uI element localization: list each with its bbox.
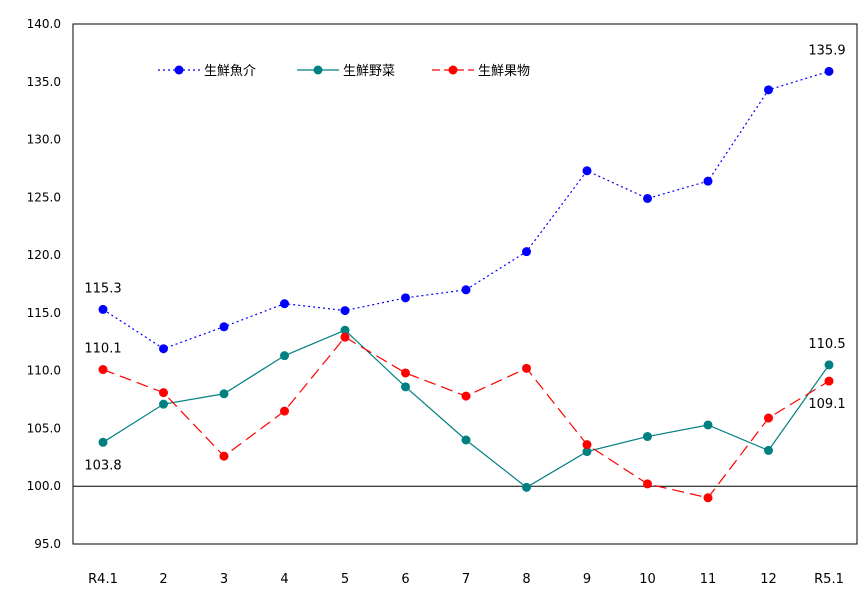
y-tick-label: 120.0: [27, 248, 61, 262]
data-point: [703, 420, 713, 430]
data-point: [159, 344, 168, 354]
series-1: [98, 66, 834, 354]
legend-label: 生鮮魚介: [204, 64, 256, 79]
data-label: 110.5: [808, 337, 845, 352]
y-tick-label: 125.0: [27, 190, 61, 204]
axes: 95.0 100.0 105.0 110.0 115.0 120.0 125.0 130.0 1…: [27, 17, 857, 587]
data-labels: 115.3 135.9 110.1 103.8 110.5 109.1: [84, 43, 845, 473]
data-point: [219, 451, 229, 461]
data-point: [764, 445, 773, 455]
x-tick-label: 5: [341, 572, 349, 587]
data-label: 110.1: [84, 342, 121, 357]
legend-marker: [174, 65, 184, 75]
data-point: [219, 322, 229, 332]
data-point: [401, 368, 410, 378]
x-tick-label: 2: [159, 572, 167, 587]
y-tick-label: 105.0: [27, 421, 61, 435]
y-tick-label: 130.0: [27, 133, 61, 147]
data-point: [461, 435, 471, 445]
y-tick-label: 95.0: [34, 537, 61, 551]
legend-marker: [448, 65, 458, 75]
x-tick-label: 6: [401, 572, 409, 587]
x-tick-label: 12: [760, 572, 777, 587]
x-tick-label: R4.1: [88, 572, 118, 587]
series-3: [98, 332, 834, 503]
data-point: [280, 299, 289, 309]
legend-item: 生鮮果物: [432, 64, 530, 79]
y-tick-label: 140.0: [27, 17, 61, 31]
y-tick-label: 110.0: [27, 364, 61, 378]
y-tick-label: 135.0: [27, 75, 61, 89]
legend-label: 生鮮果物: [478, 64, 530, 79]
data-point: [643, 432, 652, 442]
x-tick-label: 3: [220, 572, 228, 587]
data-point: [340, 325, 350, 335]
data-point: [582, 166, 592, 176]
data-point: [219, 389, 229, 399]
data-point: [824, 66, 834, 76]
data-point: [703, 176, 713, 186]
data-point: [582, 440, 592, 450]
data-point: [280, 351, 289, 361]
x-tick-label: 7: [462, 572, 470, 587]
data-point: [522, 482, 531, 492]
y-tick-label: 115.0: [27, 306, 61, 320]
data-point: [340, 332, 350, 342]
data-point: [643, 479, 652, 489]
legend-item: 生鮮魚介: [158, 64, 256, 79]
plot-area: [72, 23, 858, 545]
x-tick-label: R5.1: [814, 572, 844, 587]
data-point: [98, 304, 108, 314]
data-point: [98, 437, 108, 447]
series-group: [98, 66, 834, 503]
data-point: [643, 193, 652, 203]
legend-label: 生鮮野菜: [343, 64, 395, 79]
data-point: [522, 363, 531, 373]
data-point: [824, 376, 834, 386]
data-point: [703, 493, 713, 503]
data-point: [340, 306, 350, 316]
x-tick-label: 9: [583, 572, 591, 587]
x-tick-label: 11: [700, 572, 717, 587]
data-point: [764, 85, 773, 95]
data-label: 115.3: [84, 281, 121, 296]
data-point: [461, 285, 471, 295]
data-point: [159, 399, 168, 409]
data-label: 109.1: [808, 397, 845, 412]
series-2: [98, 325, 834, 492]
data-label: 103.8: [84, 458, 121, 473]
data-point: [764, 413, 773, 423]
data-label: 135.9: [808, 43, 845, 58]
data-point: [461, 391, 471, 401]
x-tick-label: 8: [522, 572, 530, 587]
x-tick-label: 10: [639, 572, 656, 587]
data-point: [98, 365, 108, 375]
data-point: [824, 360, 834, 370]
data-point: [401, 293, 410, 303]
data-point: [159, 388, 168, 398]
data-point: [582, 447, 592, 457]
legend-marker: [313, 65, 323, 75]
legend-item: 生鮮野菜: [297, 64, 395, 79]
data-point: [280, 406, 289, 416]
y-tick-label: 100.0: [27, 479, 61, 493]
legend: 生鮮魚介 生鮮野菜 生鮮果物: [158, 64, 530, 79]
data-point: [522, 247, 531, 257]
data-point: [401, 382, 410, 392]
x-tick-label: 4: [280, 572, 288, 587]
